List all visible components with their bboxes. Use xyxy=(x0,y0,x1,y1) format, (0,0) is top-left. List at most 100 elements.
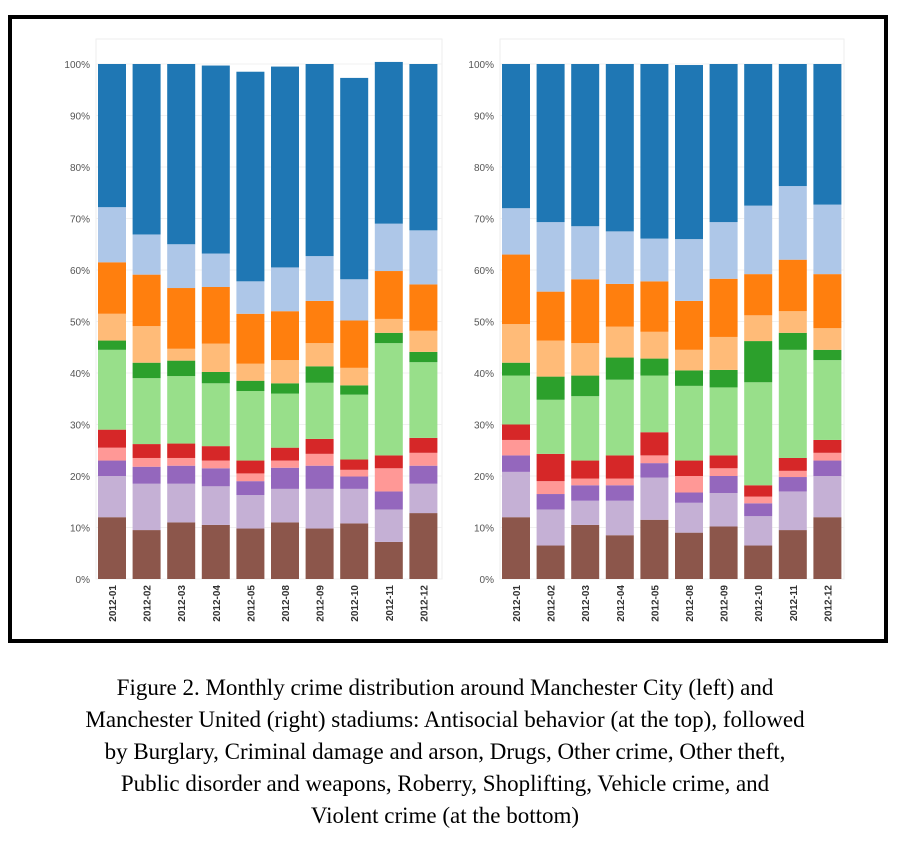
bar-segment xyxy=(98,340,126,350)
bar-segment xyxy=(778,470,807,478)
bar-segment xyxy=(744,315,773,342)
x-tick-label: 2012-03 xyxy=(581,585,592,622)
bar-segment xyxy=(409,284,438,331)
bar-segment xyxy=(340,367,369,386)
bar-segment xyxy=(571,524,600,579)
bar-segment xyxy=(98,517,126,579)
y-tick-label: 10% xyxy=(70,524,90,535)
bar-segment xyxy=(502,439,530,456)
bar-segment xyxy=(374,61,403,224)
bar-segment xyxy=(340,385,369,395)
bar-segment xyxy=(271,360,299,384)
bar-segment xyxy=(409,230,438,285)
bar-segment xyxy=(536,340,565,377)
bar-segment xyxy=(305,438,334,454)
y-tick-label: 80% xyxy=(70,163,90,174)
y-tick-label: 100% xyxy=(468,60,494,71)
bar-segment xyxy=(502,424,530,440)
y-tick-label: 70% xyxy=(474,215,494,226)
bar-segment xyxy=(305,64,334,257)
x-tick-label: 2012-10 xyxy=(350,585,361,622)
bar-segment xyxy=(778,259,807,312)
bar-segment xyxy=(167,522,196,579)
bar-segment xyxy=(236,380,265,392)
bar-segment xyxy=(167,443,196,458)
bar-segment xyxy=(340,459,369,470)
bar-segment xyxy=(374,455,403,469)
bar-segment xyxy=(374,271,403,319)
bar-segment xyxy=(271,383,299,394)
bar-segment xyxy=(340,279,369,321)
bar-segment xyxy=(409,64,438,231)
y-tick-label: 10% xyxy=(474,524,494,535)
bar-segment xyxy=(236,363,265,381)
bar-segment xyxy=(409,437,438,453)
bar-segment xyxy=(605,535,634,579)
bar-segment xyxy=(236,481,265,496)
bar-segment xyxy=(536,481,565,495)
bar-segment xyxy=(98,429,126,448)
bar-segment xyxy=(778,186,807,260)
bar-segment xyxy=(605,455,634,479)
bar-segment xyxy=(132,274,161,327)
bar-segment xyxy=(605,500,634,536)
bar-segment xyxy=(340,320,369,368)
bar-segment xyxy=(536,222,565,292)
x-tick-label: 2012-04 xyxy=(212,585,223,622)
bar-segment xyxy=(778,349,807,458)
x-tick-label: 2012-05 xyxy=(246,585,257,622)
bar-segment xyxy=(236,281,265,314)
x-tick-label: 2012-09 xyxy=(316,585,327,622)
bar-segment xyxy=(744,545,773,579)
bar-segment xyxy=(709,64,738,223)
bar-segment xyxy=(236,313,265,364)
x-tick-label: 2012-08 xyxy=(281,585,292,622)
bar-segment xyxy=(778,64,807,187)
bar-segment xyxy=(167,360,196,377)
bar-segment xyxy=(675,532,703,579)
bar-segment xyxy=(744,382,773,486)
bar-segment xyxy=(675,385,703,461)
x-tick-label: 2012-10 xyxy=(754,585,765,622)
bar-segment xyxy=(744,341,773,383)
y-tick-label: 80% xyxy=(474,163,494,174)
bar-segment xyxy=(675,460,703,476)
bar-segment xyxy=(271,66,299,268)
bar-segment xyxy=(813,328,842,350)
y-tick-label: 70% xyxy=(70,215,90,226)
bar-segment xyxy=(132,326,161,363)
y-tick-label: 60% xyxy=(70,266,90,277)
bar-segment xyxy=(374,541,403,579)
bar-segment xyxy=(605,231,634,284)
y-tick-label: 50% xyxy=(70,318,90,329)
bar-segment xyxy=(132,530,161,579)
bar-segment xyxy=(167,465,196,484)
bar-segment xyxy=(167,288,196,349)
bar-segment xyxy=(813,476,842,518)
x-tick-label: 2012-03 xyxy=(177,585,188,622)
bar-segment xyxy=(409,452,438,466)
bar-segment xyxy=(374,468,403,492)
bar-segment xyxy=(236,391,265,461)
y-tick-label: 40% xyxy=(70,369,90,380)
bar-segment xyxy=(305,465,334,489)
bar-segment xyxy=(571,343,600,376)
bar-segment xyxy=(409,483,438,514)
bar-segment xyxy=(340,469,369,477)
bar-segment xyxy=(640,432,669,456)
bar-segment xyxy=(236,71,265,282)
bar-segment xyxy=(502,375,530,425)
bar-segment xyxy=(709,526,738,579)
bar-segment xyxy=(744,64,773,206)
y-tick-label: 60% xyxy=(474,266,494,277)
bar-segment xyxy=(675,370,703,386)
y-tick-label: 50% xyxy=(474,318,494,329)
y-tick-label: 0% xyxy=(76,575,91,586)
bar-segment xyxy=(201,383,230,447)
bar-segment xyxy=(571,64,600,227)
x-tick-label: 2012-11 xyxy=(789,585,800,622)
charts-canvas: 0% 10% 20% 30% 40% 50% 60% 70% 80% 90% 100% 2012-01… xyxy=(64,38,845,622)
bar-segment xyxy=(374,318,403,333)
bar-segment xyxy=(744,485,773,497)
bar-segment xyxy=(271,460,299,468)
